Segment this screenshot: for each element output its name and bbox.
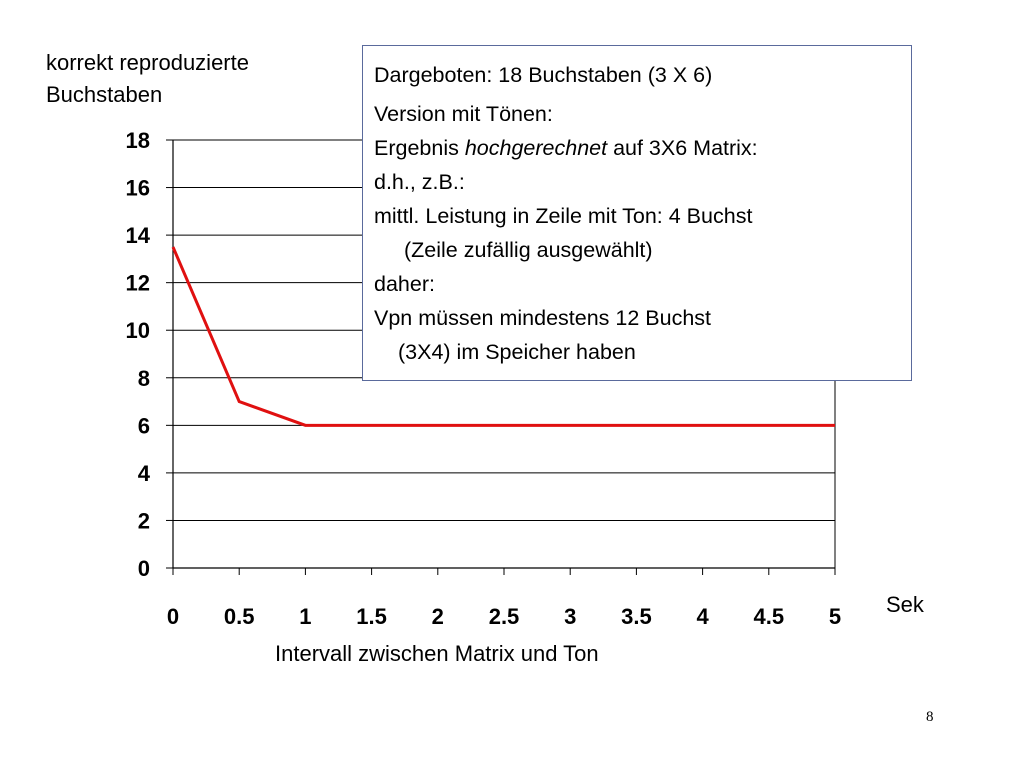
y-tick-label-16: 16 [126, 176, 150, 201]
y-tick-label-10: 10 [126, 318, 150, 343]
info-line-row-random: (Zeile zufällig ausgewählt) [404, 238, 653, 262]
y-tick-label-12: 12 [126, 271, 150, 296]
y-tick-label-14: 14 [126, 223, 151, 248]
x-tick-label-0: 0 [167, 604, 179, 629]
x-tick-label-4.5: 4.5 [754, 604, 785, 629]
x-tick-label-1.5: 1.5 [356, 604, 387, 629]
y-tick-label-2: 2 [138, 508, 150, 533]
info-text-box: Dargeboten: 18 Buchstaben (3 X 6) Versio… [362, 45, 912, 381]
info-line-result-pre: Ergebnis [374, 136, 465, 160]
info-line-result-post: auf 3X6 Matrix: [607, 136, 758, 160]
info-line-subjects: Vpn müssen mindestens 12 Buchst [374, 306, 712, 330]
info-line-result-emphasis: hochgerechnet [464, 136, 608, 160]
info-line-version: Version mit Tönen: [374, 102, 553, 126]
y-tick-label-0: 0 [138, 556, 150, 581]
x-axis-ticks: 0 0.5 1 1.5 2 2.5 3 3.5 4 4.5 5 [167, 568, 841, 629]
y-axis-label: korrekt reproduzierte Buchstaben [46, 47, 336, 111]
info-line-eg: d.h., z.B.: [374, 170, 465, 194]
info-line-mean-performance: mittl. Leistung in Zeile mit Ton: 4 Buch… [374, 204, 753, 228]
info-line-therefore: daher: [374, 272, 435, 296]
info-line-memory: (3X4) im Speicher haben [398, 340, 636, 364]
x-tick-label-4: 4 [696, 604, 709, 629]
y-tick-label-4: 4 [138, 461, 151, 486]
y-tick-label-6: 6 [138, 413, 150, 438]
x-tick-label-1: 1 [299, 604, 311, 629]
x-tick-label-2: 2 [432, 604, 444, 629]
x-axis-unit: Sek [886, 592, 924, 617]
y-tick-label-18: 18 [126, 128, 150, 153]
page-number: 8 [926, 709, 934, 725]
x-tick-label-3.5: 3.5 [621, 604, 652, 629]
y-tick-label-8: 8 [138, 366, 150, 391]
x-tick-label-0.5: 0.5 [224, 604, 255, 629]
y-axis-ticks: 0 2 4 6 8 10 12 14 16 18 [126, 128, 173, 581]
x-tick-label-3: 3 [564, 604, 576, 629]
x-tick-label-2.5: 2.5 [489, 604, 520, 629]
info-line-presented: Dargeboten: 18 Buchstaben (3 X 6) [374, 63, 713, 87]
info-line-result: Ergebnis hochgerechnet auf 3X6 Matrix: [374, 131, 899, 165]
y-axis-label-line-2: Buchstaben [46, 82, 163, 107]
x-axis-label: Intervall zwischen Matrix und Ton [275, 641, 599, 666]
y-axis-label-line-1: korrekt reproduzierte [46, 50, 249, 75]
data-series [171, 246, 836, 427]
x-tick-label-5: 5 [829, 604, 841, 629]
